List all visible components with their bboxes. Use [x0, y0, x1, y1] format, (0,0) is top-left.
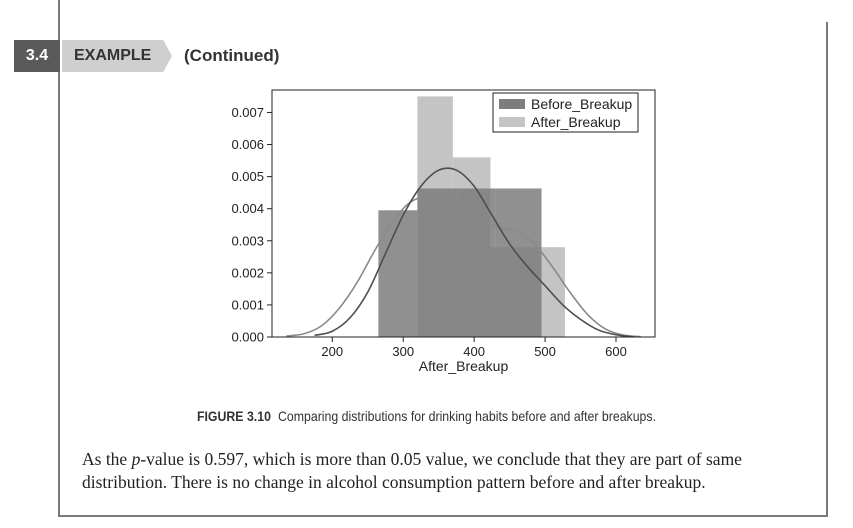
y-tick-label-3: 0.003: [231, 233, 264, 248]
legend: Before_Breakup After_Breakup: [492, 92, 639, 133]
frame-left-border: [58, 0, 60, 517]
x-tick-label-4: 600: [605, 344, 627, 359]
x-tick-label-1: 300: [392, 344, 414, 359]
frame-bottom-border: [58, 515, 828, 517]
y-tick-label-6: 0.006: [231, 137, 264, 152]
before-bar-0: [378, 210, 418, 337]
legend-swatch-1: [499, 117, 525, 127]
y-tick-label-2: 0.002: [231, 265, 264, 280]
continued-heading: (Continued): [184, 46, 280, 65]
before-bar-1: [417, 188, 457, 337]
y-tick-label-5: 0.005: [231, 169, 264, 184]
plot-frame: [271, 89, 656, 338]
figure-caption: FIGURE 3.10 Comparing distributions for d…: [51, 408, 802, 424]
legend-label-1: After_Breakup: [531, 114, 621, 130]
before-breakup-bars: [378, 188, 542, 337]
distribution-histogram-chart: 0.000 0.001 0.002 0.003 0.004 0.005 0.006 0.007…: [231, 89, 656, 374]
legend-label-0: Before_Breakup: [531, 96, 632, 112]
y-tick-label-1: 0.001: [231, 297, 264, 312]
x-axis-label: After_Breakup: [419, 358, 509, 374]
paragraph-text-rest: -value is 0.597, which is more than 0.05…: [82, 449, 742, 492]
x-axis: 200 300 400 500 600: [321, 337, 627, 359]
example-number-badge: 3.4: [14, 40, 60, 72]
paragraph-text-start: As the: [82, 449, 132, 469]
after-breakup-kde-line: [286, 194, 641, 338]
y-tick-label-4: 0.004: [231, 201, 264, 216]
figure-caption-text: Comparing distributions for drinking hab…: [277, 408, 657, 424]
figure-number: FIGURE 3.10: [196, 408, 271, 424]
y-axis: 0.000 0.001 0.002 0.003 0.004 0.005 0.006 0.007: [231, 105, 272, 345]
example-label-banner: EXAMPLE: [62, 40, 172, 72]
paragraph-p-italic: p: [131, 449, 141, 469]
conclusion-paragraph: As the p-value is 0.597, which is more t…: [82, 448, 812, 494]
kde-curves: [286, 167, 641, 338]
y-tick-label-0: 0.000: [231, 330, 264, 345]
y-tick-label-7: 0.007: [231, 105, 264, 120]
before-bar-3: [495, 188, 542, 337]
x-tick-label-0: 200: [321, 344, 343, 359]
legend-swatch-0: [499, 99, 525, 109]
x-tick-label-2: 400: [463, 344, 485, 359]
x-tick-label-3: 500: [534, 344, 556, 359]
frame-right-border: [826, 22, 828, 517]
before-breakup-kde-line: [314, 167, 634, 338]
